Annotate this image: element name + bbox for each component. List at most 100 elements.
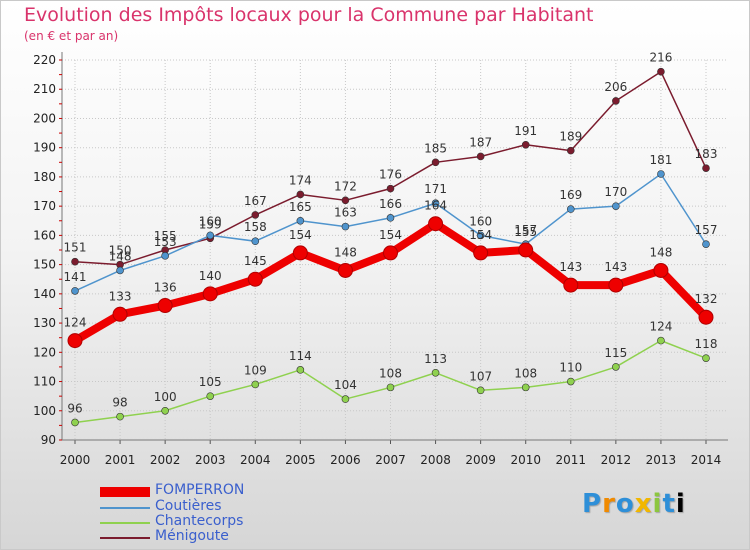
data-point-menigoute xyxy=(702,164,710,172)
data-point-coutieres xyxy=(476,231,485,240)
y-tick-label: 220 xyxy=(33,53,56,67)
x-tick-label: 2013 xyxy=(646,453,677,467)
y-tick-label: 100 xyxy=(33,404,56,418)
x-tick-label: 2004 xyxy=(240,453,271,467)
x-tick-label: 2007 xyxy=(375,453,406,467)
data-label-menigoute: 216 xyxy=(649,51,672,65)
data-label-menigoute: 191 xyxy=(514,124,537,138)
data-point-chantecorps xyxy=(431,368,440,377)
data-point-fomperron xyxy=(698,309,714,325)
data-label-chantecorps: 113 xyxy=(424,352,447,366)
x-tick-label: 2012 xyxy=(601,453,632,467)
data-label-menigoute: 167 xyxy=(244,194,267,208)
data-label-menigoute: 176 xyxy=(379,168,402,182)
data-point-coutieres xyxy=(386,214,395,222)
data-point-fomperron xyxy=(292,245,308,261)
x-tick-label: 2014 xyxy=(691,453,722,467)
data-label-menigoute: 155 xyxy=(154,229,177,243)
data-label-coutieres: 158 xyxy=(244,220,267,234)
data-point-chantecorps xyxy=(612,363,620,371)
data-point-coutieres xyxy=(206,231,215,240)
data-label-coutieres: 170 xyxy=(604,185,627,199)
legend-swatch-fomperron xyxy=(100,487,150,497)
data-point-menigoute xyxy=(521,140,530,149)
legend-label-fomperron: FOMPERRON xyxy=(155,482,245,498)
data-point-coutieres xyxy=(657,170,665,178)
data-label-coutieres: 153 xyxy=(154,235,177,249)
data-label-coutieres: 171 xyxy=(424,182,447,196)
data-label-coutieres: 141 xyxy=(64,270,87,284)
data-label-chantecorps: 98 xyxy=(112,396,127,410)
data-label-chantecorps: 114 xyxy=(289,349,312,363)
data-point-menigoute xyxy=(612,97,620,105)
data-label-fomperron: 148 xyxy=(649,245,672,259)
data-point-coutieres xyxy=(71,287,79,295)
legend-swatch-chantecorps xyxy=(100,522,150,524)
data-point-chantecorps xyxy=(71,418,79,427)
data-point-fomperron xyxy=(383,245,398,261)
data-label-menigoute: 185 xyxy=(424,141,447,155)
y-tick-label: 90 xyxy=(41,433,56,447)
data-point-chantecorps xyxy=(206,392,215,400)
data-point-coutieres xyxy=(296,216,305,225)
x-tick-label: 2002 xyxy=(150,453,181,467)
data-point-coutieres xyxy=(612,202,620,210)
data-label-chantecorps: 118 xyxy=(695,337,718,351)
data-point-chantecorps xyxy=(657,336,665,345)
data-label-chantecorps: 104 xyxy=(334,378,357,392)
data-label-fomperron: 154 xyxy=(469,228,492,242)
x-tick-label: 2009 xyxy=(465,453,496,467)
data-label-coutieres: 160 xyxy=(199,214,222,228)
x-tick-label: 2001 xyxy=(105,453,136,467)
y-tick-label: 120 xyxy=(33,345,56,359)
data-label-menigoute: 174 xyxy=(289,173,312,187)
data-label-fomperron: 143 xyxy=(604,260,627,274)
data-label-chantecorps: 108 xyxy=(514,366,537,380)
legend-label-coutieres: Coutières xyxy=(155,498,222,514)
data-point-coutieres xyxy=(566,205,575,213)
data-point-chantecorps xyxy=(521,383,530,392)
data-label-coutieres: 160 xyxy=(469,214,492,228)
y-tick-label: 140 xyxy=(33,287,56,301)
data-label-chantecorps: 110 xyxy=(559,361,582,375)
data-label-fomperron: 154 xyxy=(289,228,312,242)
y-tick-label: 150 xyxy=(33,258,56,272)
data-label-coutieres: 169 xyxy=(559,188,582,202)
data-point-fomperron xyxy=(653,262,669,278)
data-label-menigoute: 159 xyxy=(199,217,222,231)
data-label-fomperron: 145 xyxy=(244,254,267,268)
legend-label-chantecorps: Chantecorps xyxy=(155,513,244,529)
data-label-coutieres: 157 xyxy=(695,223,718,237)
data-label-chantecorps: 100 xyxy=(154,390,177,404)
data-point-chantecorps xyxy=(566,377,575,386)
data-label-fomperron: 155 xyxy=(514,225,537,239)
data-label-chantecorps: 108 xyxy=(379,366,402,380)
data-point-fomperron xyxy=(608,277,624,293)
data-point-fomperron xyxy=(67,333,83,349)
data-point-menigoute xyxy=(251,211,260,219)
y-tick-label: 160 xyxy=(33,228,56,242)
data-point-fomperron xyxy=(157,298,173,314)
data-label-fomperron: 164 xyxy=(424,199,447,213)
data-label-coutieres: 157 xyxy=(514,223,537,237)
data-point-menigoute xyxy=(386,184,395,193)
data-point-fomperron xyxy=(112,306,128,322)
y-tick-label: 200 xyxy=(33,111,56,125)
data-point-chantecorps xyxy=(702,354,710,362)
data-point-coutieres xyxy=(341,222,350,231)
data-label-chantecorps: 124 xyxy=(649,320,672,334)
data-point-coutieres xyxy=(161,252,169,260)
data-label-fomperron: 154 xyxy=(379,228,402,242)
data-label-fomperron: 133 xyxy=(109,289,132,303)
y-tick-label: 210 xyxy=(33,82,56,96)
data-point-menigoute xyxy=(296,190,305,199)
data-label-fomperron: 140 xyxy=(199,269,222,283)
data-point-menigoute xyxy=(341,196,350,205)
data-label-menigoute: 206 xyxy=(604,80,627,94)
data-label-fomperron: 136 xyxy=(154,281,177,295)
data-label-menigoute: 189 xyxy=(559,130,582,144)
data-point-chantecorps xyxy=(161,406,169,415)
data-point-fomperron xyxy=(247,271,263,287)
